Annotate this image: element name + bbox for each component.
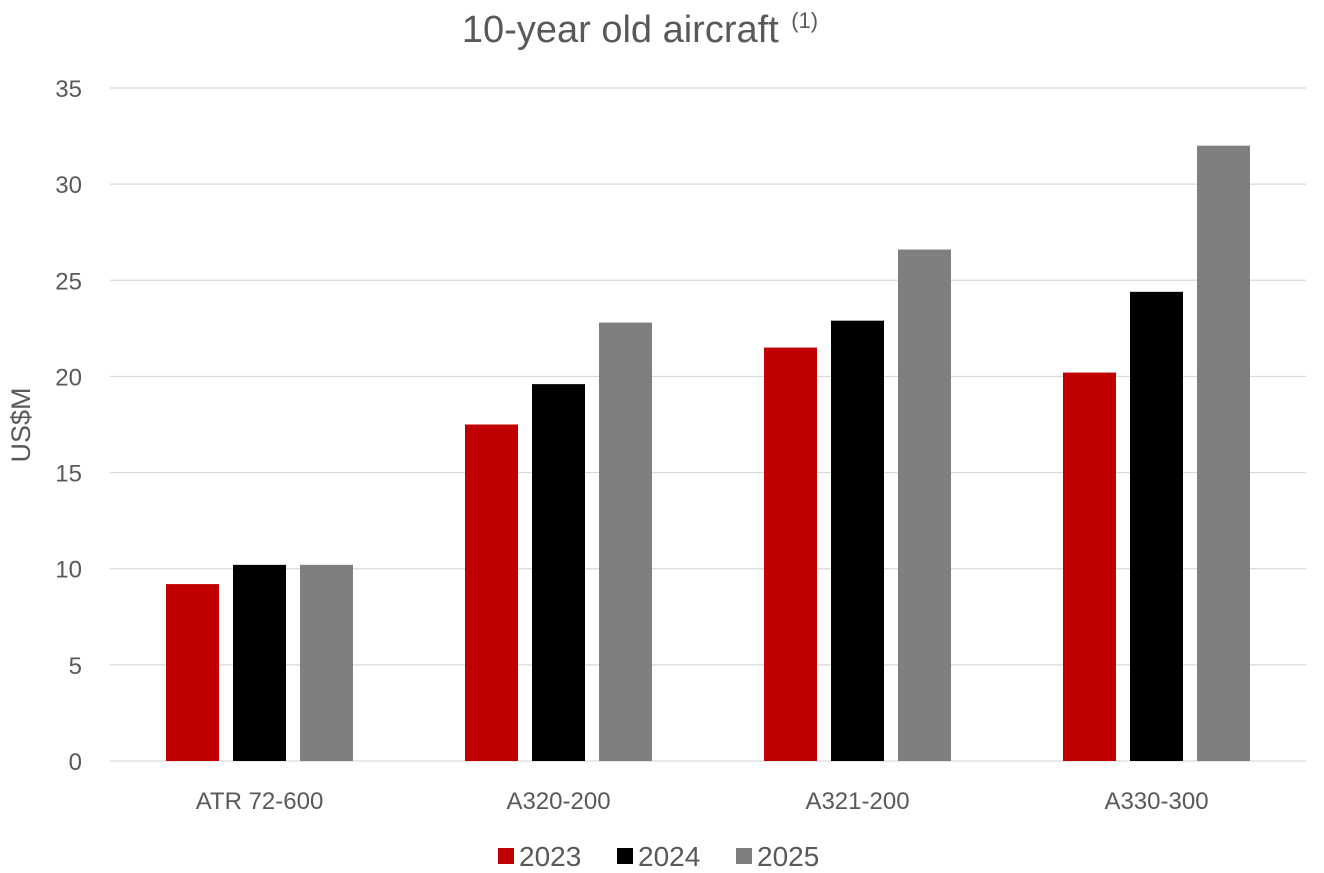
bar-2023 <box>166 584 219 761</box>
legend-label: 2023 <box>519 841 581 872</box>
x-category-label: A330-300 <box>1104 788 1208 815</box>
legend-swatch <box>617 848 633 864</box>
legend-swatch <box>736 848 752 864</box>
y-tick-label: 30 <box>55 172 82 199</box>
bar-2025 <box>1197 145 1250 761</box>
legend-label: 2025 <box>757 841 819 872</box>
bar-2024 <box>233 564 286 761</box>
legend-item: 2024 <box>617 841 700 872</box>
bar-2023 <box>465 424 518 761</box>
bar-2024 <box>1130 291 1183 761</box>
bar-2025 <box>898 249 951 761</box>
x-category-label: ATR 72-600 <box>196 788 324 815</box>
x-category-label: A321-200 <box>805 788 909 815</box>
y-tick-label: 20 <box>55 364 82 391</box>
bar-2025 <box>300 564 353 761</box>
bar-2023 <box>764 347 817 761</box>
chart-title: 10-year old aircraft (1) <box>462 8 818 51</box>
bars <box>166 145 1250 761</box>
chart-title-superscript: (1) <box>791 8 818 33</box>
y-tick-label: 0 <box>69 749 82 776</box>
y-tick-label: 35 <box>55 76 82 103</box>
gridlines <box>110 87 1306 762</box>
legend-label: 2024 <box>638 841 700 872</box>
x-axis-categories: ATR 72-600 A320-200 A321-200 A330-300 <box>196 788 1209 815</box>
legend-swatch <box>498 848 514 864</box>
legend: 2023 2024 2025 <box>498 841 819 872</box>
y-tick-label: 10 <box>55 557 82 584</box>
y-axis-ticks: 0 5 10 15 20 25 30 35 <box>55 76 82 776</box>
y-tick-label: 15 <box>55 461 82 488</box>
x-category-label: A320-200 <box>506 788 610 815</box>
y-tick-label: 5 <box>69 653 82 680</box>
bar-2024 <box>532 384 585 761</box>
bar-2023 <box>1063 372 1116 761</box>
bar-2025 <box>599 322 652 761</box>
y-tick-label: 25 <box>55 268 82 295</box>
legend-item: 2023 <box>498 841 581 872</box>
legend-item: 2025 <box>736 841 819 872</box>
bar-2024 <box>831 320 884 761</box>
chart-title-text: 10-year old aircraft <box>462 9 779 51</box>
y-axis-label: US$M <box>6 387 36 462</box>
